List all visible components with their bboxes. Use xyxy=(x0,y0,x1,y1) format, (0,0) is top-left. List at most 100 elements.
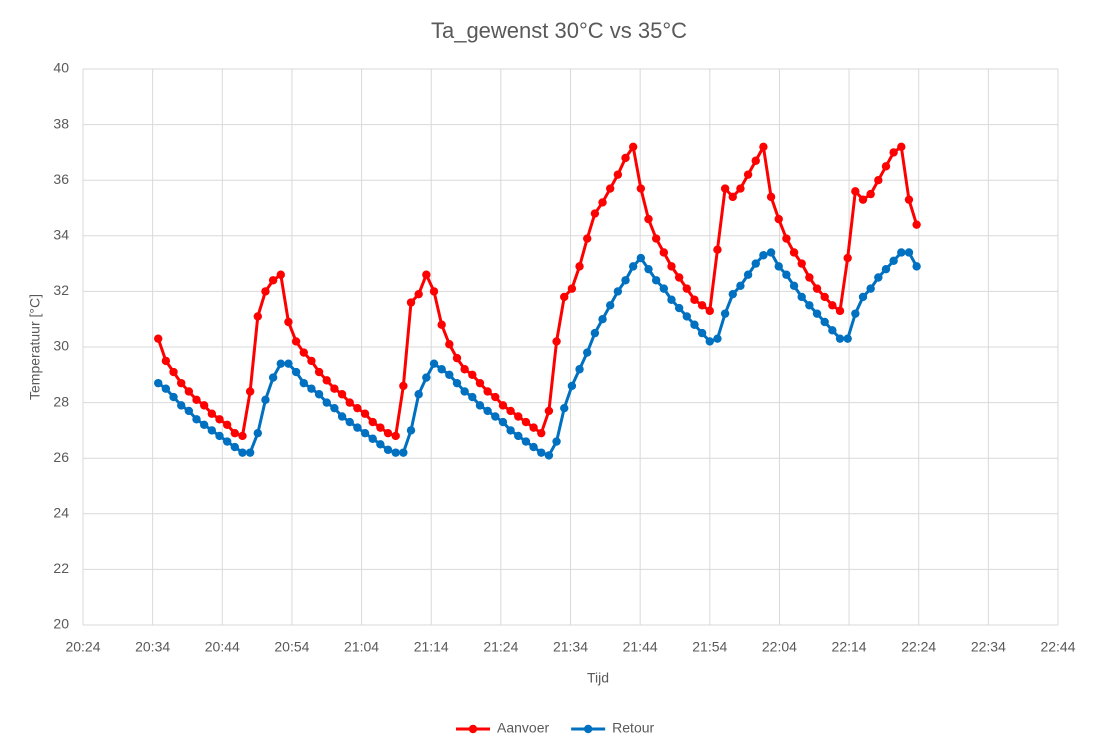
data-point xyxy=(843,334,852,343)
data-point xyxy=(560,292,569,302)
data-point xyxy=(805,301,814,310)
data-point xyxy=(514,412,523,421)
data-point xyxy=(284,317,293,327)
data-point xyxy=(537,448,546,457)
data-point xyxy=(475,378,485,388)
data-point xyxy=(460,365,469,374)
data-point xyxy=(583,234,592,243)
data-point xyxy=(345,398,354,407)
data-point xyxy=(682,284,692,293)
data-point xyxy=(720,309,730,318)
y-tick-label: 24 xyxy=(53,505,69,521)
data-point xyxy=(820,317,829,327)
data-point xyxy=(230,428,240,438)
data-point xyxy=(766,192,776,202)
data-point xyxy=(537,428,546,438)
data-point xyxy=(176,378,186,388)
data-point xyxy=(330,384,339,393)
data-point xyxy=(368,417,377,427)
data-point xyxy=(399,448,408,457)
data-point xyxy=(567,284,577,293)
data-point xyxy=(529,423,538,432)
data-point xyxy=(881,162,891,171)
data-point xyxy=(575,365,584,374)
data-point xyxy=(261,395,270,405)
data-point xyxy=(667,262,676,271)
y-tick-label: 26 xyxy=(53,449,69,465)
data-point xyxy=(552,437,561,446)
data-point xyxy=(851,187,860,196)
data-point xyxy=(337,412,347,421)
data-point xyxy=(904,195,914,204)
data-point xyxy=(253,312,263,321)
data-point xyxy=(644,264,653,274)
legend-label: Retour xyxy=(612,720,654,736)
data-point xyxy=(353,403,362,413)
legend-marker xyxy=(468,724,478,734)
x-tick-label: 22:14 xyxy=(832,639,867,655)
data-point xyxy=(406,298,416,307)
data-point xyxy=(429,287,439,296)
data-point xyxy=(628,142,638,152)
data-point xyxy=(690,320,699,329)
data-point xyxy=(598,315,607,324)
data-point xyxy=(307,384,316,393)
data-point xyxy=(498,417,508,427)
x-tick-label: 21:14 xyxy=(414,639,449,655)
y-tick-label: 40 xyxy=(53,60,69,76)
x-tick-label: 22:24 xyxy=(901,639,936,655)
x-tick-label: 21:34 xyxy=(553,639,588,655)
data-point xyxy=(851,309,860,318)
y-tick-label: 32 xyxy=(53,282,69,298)
data-point xyxy=(314,390,324,399)
data-point xyxy=(276,270,285,279)
data-point xyxy=(253,428,263,438)
data-point xyxy=(789,248,799,257)
data-point xyxy=(268,373,278,382)
data-point xyxy=(307,356,316,366)
data-point xyxy=(514,431,523,441)
data-point xyxy=(169,367,178,377)
data-point xyxy=(782,270,791,279)
data-point xyxy=(192,415,201,424)
x-tick-label: 22:34 xyxy=(971,639,1006,655)
data-point xyxy=(199,420,209,430)
data-point xyxy=(284,359,293,368)
data-point xyxy=(713,334,722,343)
data-point xyxy=(154,334,163,343)
data-point xyxy=(360,428,370,438)
data-point xyxy=(667,295,676,304)
data-point xyxy=(376,440,385,449)
data-point xyxy=(728,192,737,202)
data-point xyxy=(230,442,240,452)
data-point xyxy=(391,448,400,457)
data-point xyxy=(383,428,393,438)
data-point xyxy=(651,276,661,285)
data-point xyxy=(506,426,515,435)
data-point xyxy=(383,445,393,455)
data-point xyxy=(828,301,837,310)
y-tick-label: 38 xyxy=(53,115,69,131)
data-point xyxy=(314,367,324,377)
chart-title: Ta_gewenst 30°C vs 35°C xyxy=(431,18,687,43)
data-point xyxy=(506,406,515,416)
data-point xyxy=(766,248,776,257)
x-tick-label: 20:24 xyxy=(65,639,100,655)
data-point xyxy=(820,292,829,302)
data-point xyxy=(521,437,531,446)
data-point xyxy=(659,248,669,257)
data-point xyxy=(774,214,783,224)
data-point xyxy=(376,423,385,432)
data-point xyxy=(560,403,569,413)
data-point xyxy=(644,214,653,224)
data-point xyxy=(598,198,607,207)
data-point xyxy=(337,390,347,399)
data-point xyxy=(422,373,431,382)
data-point xyxy=(529,442,538,452)
data-point xyxy=(345,417,354,427)
data-point xyxy=(299,378,308,388)
data-point xyxy=(889,256,898,266)
data-point xyxy=(613,287,623,296)
